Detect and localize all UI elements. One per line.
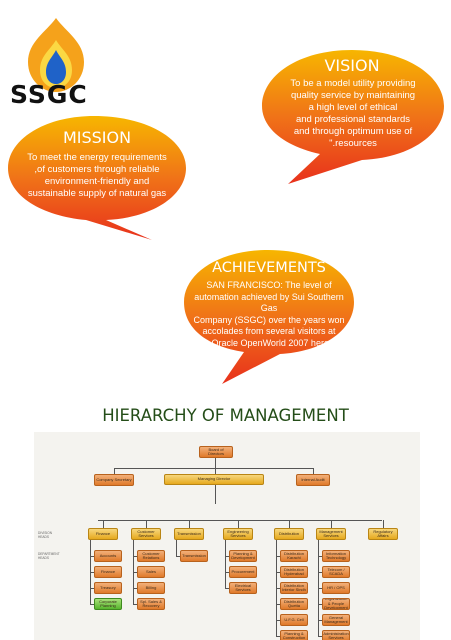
board-of-directors-box: Board of Directors bbox=[199, 446, 233, 458]
connector-line bbox=[133, 588, 137, 589]
department-box: Customer Relations bbox=[137, 550, 165, 562]
connector-line bbox=[189, 520, 190, 528]
department-box: Distribution Interior Sindh bbox=[280, 582, 308, 594]
speech-bubble-shape bbox=[262, 50, 444, 184]
internal-audit-box: Internal Audit bbox=[296, 474, 330, 486]
connector-line bbox=[133, 604, 137, 605]
department-box: General Management bbox=[322, 614, 350, 626]
division-box: Management Services bbox=[316, 528, 346, 540]
connector-line bbox=[238, 520, 239, 528]
division-box: Regulatory Affairs bbox=[368, 528, 398, 540]
mission-bubble: MISSION To meet the energy requirements … bbox=[6, 114, 188, 244]
department-box: Planning & Development bbox=[229, 550, 257, 562]
ssgc-flame-logo bbox=[28, 18, 84, 92]
connector-line bbox=[133, 556, 137, 557]
division-box: Finance bbox=[88, 528, 118, 540]
connector-line bbox=[318, 604, 322, 605]
speech-bubble-shape bbox=[184, 250, 354, 384]
company-secretary-box: Company Secretary bbox=[94, 474, 134, 486]
connector-line bbox=[225, 572, 229, 573]
department-box: Sales bbox=[137, 566, 165, 578]
speech-bubble-shape bbox=[8, 116, 186, 240]
connector-line bbox=[383, 520, 384, 528]
department-box: Accounts bbox=[94, 550, 122, 562]
connector-line bbox=[318, 556, 322, 557]
connector-line bbox=[225, 588, 229, 589]
mission-text: To meet the energy requirements ,of cust… bbox=[27, 152, 167, 199]
division-box: Distribution bbox=[274, 528, 304, 540]
department-box: Distribution Karachi bbox=[280, 550, 308, 562]
department-box: Finance bbox=[94, 566, 122, 578]
achievements-text: SAN FRANCISCO: The level of automation a… bbox=[193, 280, 345, 348]
hierarchy-heading: HIERARCHY OF MANAGEMENT bbox=[102, 406, 349, 425]
department-box: Spl. Sales & Recovery bbox=[137, 598, 165, 610]
department-box: Billing bbox=[137, 582, 165, 594]
connector-line bbox=[318, 636, 322, 637]
division-box: Customer Services bbox=[131, 528, 161, 540]
department-box: Planning & Construction bbox=[280, 630, 308, 640]
division-box: Engineering Services bbox=[223, 528, 253, 540]
connector-line bbox=[276, 556, 280, 557]
mission-title: MISSION bbox=[62, 128, 132, 147]
vision-bubble: VISION To be a model utility providing q… bbox=[258, 48, 446, 188]
department-box: Telecom / SCADA bbox=[322, 566, 350, 578]
department-heads-label: DEPARTMENT HEADS bbox=[38, 552, 60, 560]
division-box: Transmission bbox=[174, 528, 204, 540]
department-box: HR / OPS bbox=[322, 582, 350, 594]
connector-line bbox=[331, 520, 332, 528]
company-logo-text: SSGC bbox=[10, 80, 88, 109]
department-box: Procurement bbox=[229, 566, 257, 578]
connector-line bbox=[318, 620, 322, 621]
achievements-bubble: ACHIEVEMENTS SAN FRANCISCO: The level of… bbox=[182, 248, 356, 388]
department-box: U.F.G. Cell bbox=[280, 614, 308, 626]
connector-line bbox=[225, 540, 226, 588]
department-box: Distribution Hyderabad bbox=[280, 566, 308, 578]
connector-line bbox=[176, 540, 177, 556]
department-box: Electrical Services bbox=[229, 582, 257, 594]
vision-title: VISION bbox=[324, 56, 380, 75]
connector-line bbox=[276, 636, 280, 637]
connector-line bbox=[90, 572, 94, 573]
connector-line bbox=[103, 520, 104, 528]
connector-line bbox=[133, 572, 137, 573]
connector-line bbox=[276, 620, 280, 621]
connector-line bbox=[114, 468, 314, 469]
connector-line bbox=[318, 572, 322, 573]
department-box: Organization & People Development bbox=[322, 598, 350, 610]
achievements-title: ACHIEVEMENTS bbox=[212, 260, 326, 276]
connector-line bbox=[90, 604, 94, 605]
connector-line bbox=[114, 468, 115, 474]
department-box: Treasury bbox=[94, 582, 122, 594]
connector-line bbox=[276, 588, 280, 589]
org-chart: Board of Directors Company Secretary Inter… bbox=[34, 432, 420, 640]
connector-line bbox=[98, 520, 382, 521]
managing-director-box: Managing Director bbox=[164, 474, 264, 485]
connector-line bbox=[225, 556, 229, 557]
department-box: Distribution Quetta bbox=[280, 598, 308, 610]
department-box: Transmission bbox=[180, 550, 208, 562]
connector-line bbox=[318, 588, 322, 589]
connector-line bbox=[146, 520, 147, 528]
connector-line bbox=[289, 520, 290, 528]
vision-text: To be a model utility providing quality … bbox=[290, 78, 416, 149]
department-box: Administration Services bbox=[322, 630, 350, 640]
connector-line bbox=[176, 556, 180, 557]
connector-line bbox=[276, 604, 280, 605]
connector-line bbox=[90, 588, 94, 589]
connector-line bbox=[276, 572, 280, 573]
department-box: Information Technology bbox=[322, 550, 350, 562]
connector-line bbox=[90, 556, 94, 557]
connector-line bbox=[313, 468, 314, 474]
division-heads-label: DIVISION HEADS bbox=[38, 531, 52, 539]
department-box: Corporate Planning bbox=[94, 598, 122, 610]
